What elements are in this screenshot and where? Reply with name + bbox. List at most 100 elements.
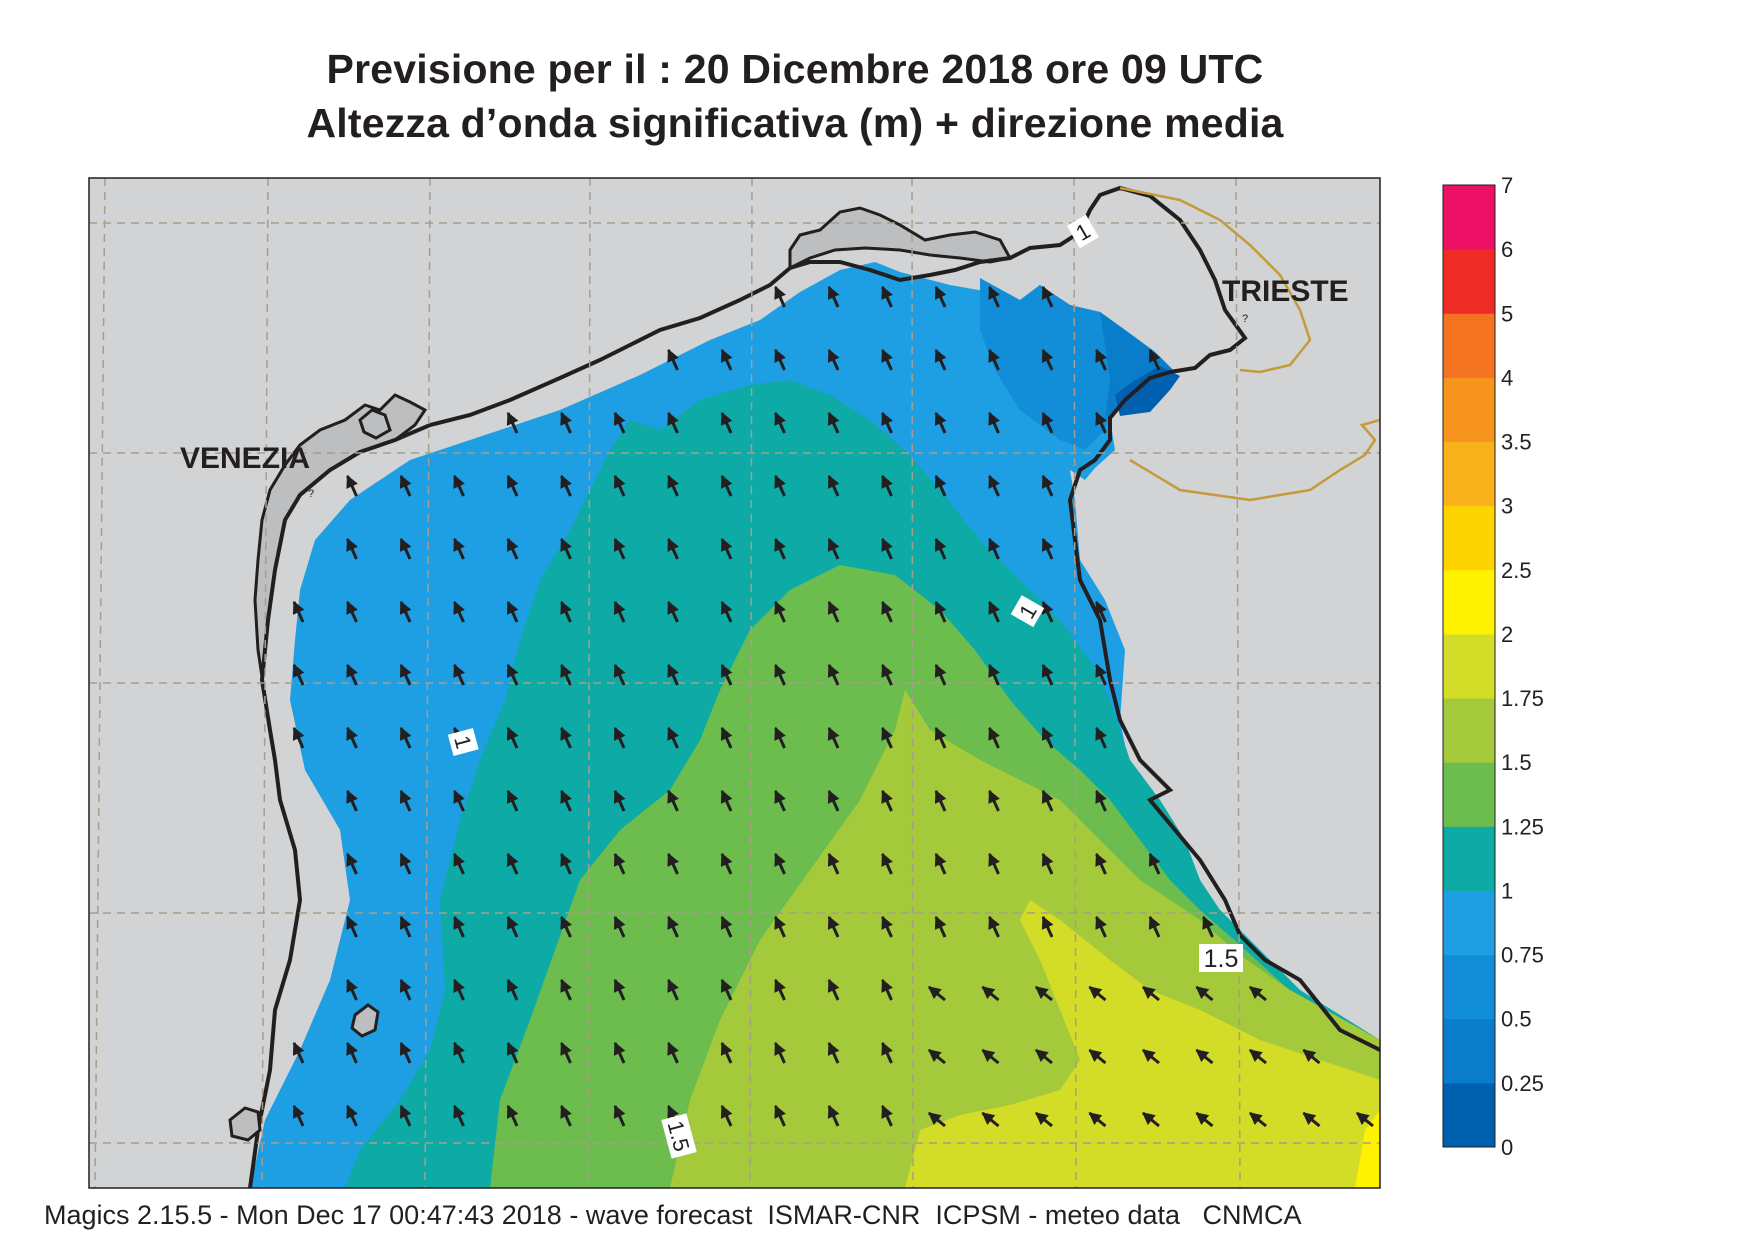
wave-direction-arrow (988, 915, 1000, 938)
wave-direction-arrow (506, 1041, 519, 1064)
wave-direction-arrow (560, 1041, 572, 1064)
wave-direction-arrows (292, 285, 1374, 1128)
wave-direction-arrow (346, 663, 358, 686)
wave-direction-arrow (1088, 985, 1107, 1002)
wave-direction-arrow (1041, 915, 1054, 938)
wave-direction-arrow (774, 663, 786, 686)
wave-direction-arrow (827, 789, 840, 812)
wave-direction-arrow (346, 1041, 358, 1064)
national-border-2 (1129, 418, 1380, 502)
wave-direction-arrow (506, 726, 519, 749)
legend-swatch (1443, 954, 1495, 1020)
wave-direction-arrow (988, 348, 1000, 371)
wave-direction-arrow (774, 600, 786, 623)
wave-direction-arrow (720, 789, 733, 812)
wave-direction-arrow (988, 663, 1000, 686)
wave-direction-arrow (934, 789, 947, 812)
wave-direction-arrow (1148, 852, 1161, 875)
wave-direction-arrow (934, 663, 947, 686)
wave-direction-arrow (453, 915, 465, 938)
wave-direction-arrow (988, 285, 1000, 308)
wave-direction-arrow (667, 852, 679, 875)
wave-direction-arrow (399, 789, 412, 812)
place-label-venezia: VENEZIA (180, 442, 310, 475)
wave-direction-arrow (774, 285, 786, 308)
wave-direction-arrow (560, 789, 572, 812)
legend-tick-label: 7 (1501, 173, 1513, 198)
wave-direction-arrow (667, 663, 679, 686)
wave-direction-arrow (827, 915, 840, 938)
wave-direction-arrow (1095, 915, 1107, 938)
wave-direction-arrow (667, 789, 679, 812)
map-grid (89, 178, 1380, 1188)
legend-swatch (1443, 249, 1495, 314)
wave-direction-arrow (506, 978, 519, 1001)
wave-direction-arrow (399, 537, 412, 560)
wave-direction-arrow (613, 537, 626, 560)
wave-direction-arrow (1041, 789, 1054, 812)
map-frame (88, 177, 1381, 1189)
wave-direction-arrow (1302, 1048, 1321, 1065)
wave-direction-arrow (720, 600, 733, 623)
wave-direction-arrow (453, 600, 465, 623)
wave-direction-arrow (928, 985, 946, 1002)
wave-direction-arrow (988, 537, 1000, 560)
wave-direction-arrow (1142, 1111, 1160, 1128)
wave-direction-arrow (1195, 985, 1214, 1002)
wave-direction-arrow (292, 726, 305, 749)
wave-direction-arrow (881, 537, 893, 560)
wave-direction-arrow (988, 474, 1000, 497)
legend-swatch (1443, 890, 1495, 956)
wave-direction-arrow (934, 411, 947, 434)
wave-direction-arrow (560, 726, 572, 749)
wave-direction-arrow (506, 474, 519, 497)
wave-direction-arrow (1088, 1111, 1107, 1128)
wave-direction-arrow (720, 726, 733, 749)
contour-label: 1.5 (1199, 944, 1243, 973)
wave-direction-arrow (934, 474, 947, 497)
wave-direction-arrow (934, 915, 947, 938)
wave-direction-arrow (346, 1104, 358, 1127)
wave-direction-arrow (346, 600, 358, 623)
wave-direction-arrow (881, 348, 893, 371)
legend-swatch (1443, 441, 1495, 507)
wave-direction-arrow (1148, 915, 1161, 938)
wave-direction-arrow (292, 600, 305, 623)
contour-label: 1.5 (661, 1113, 697, 1159)
wave-direction-arrow (1041, 726, 1054, 749)
wave-direction-arrow (453, 1041, 465, 1064)
wave-direction-arrow (1148, 348, 1161, 371)
wave-direction-arrow (453, 852, 465, 875)
wave-direction-arrow (881, 1041, 893, 1064)
wave-direction-arrow (827, 663, 840, 686)
wave-direction-arrow (1095, 348, 1107, 371)
wave-direction-arrow (774, 852, 786, 875)
wave-direction-arrow (1041, 537, 1054, 560)
wave-direction-arrow (981, 1111, 1000, 1128)
wave-direction-arrow (667, 978, 679, 1001)
wave-direction-arrow (1041, 348, 1054, 371)
wave-direction-arrow (1249, 985, 1267, 1002)
wave-direction-arrow (881, 411, 893, 434)
wave-direction-arrow (506, 537, 519, 560)
legend-swatch (1443, 1018, 1495, 1084)
wave-direction-arrow (1035, 985, 1053, 1002)
wave-direction-arrow (399, 978, 412, 1001)
wave-direction-arrow (720, 915, 733, 938)
wave-direction-arrow (720, 474, 733, 497)
wave-direction-arrow (560, 978, 572, 1001)
wave-direction-arrow (667, 915, 679, 938)
wave-direction-arrow (346, 789, 358, 812)
footer-credits: Magics 2.15.5 - Mon Dec 17 00:47:43 2018… (44, 1200, 1302, 1230)
wave-direction-arrow (399, 1041, 412, 1064)
legend-tick-label: 2 (1501, 622, 1513, 647)
wave-direction-arrow (720, 1041, 733, 1064)
wave-direction-arrow (1095, 852, 1107, 875)
wave-direction-arrow (506, 411, 519, 434)
wave-direction-arrow (292, 663, 305, 686)
wave-direction-arrow (881, 789, 893, 812)
wave-direction-arrow (827, 726, 840, 749)
wave-direction-arrow (560, 852, 572, 875)
legend-swatch (1443, 377, 1495, 443)
wave-direction-arrow (720, 411, 733, 434)
